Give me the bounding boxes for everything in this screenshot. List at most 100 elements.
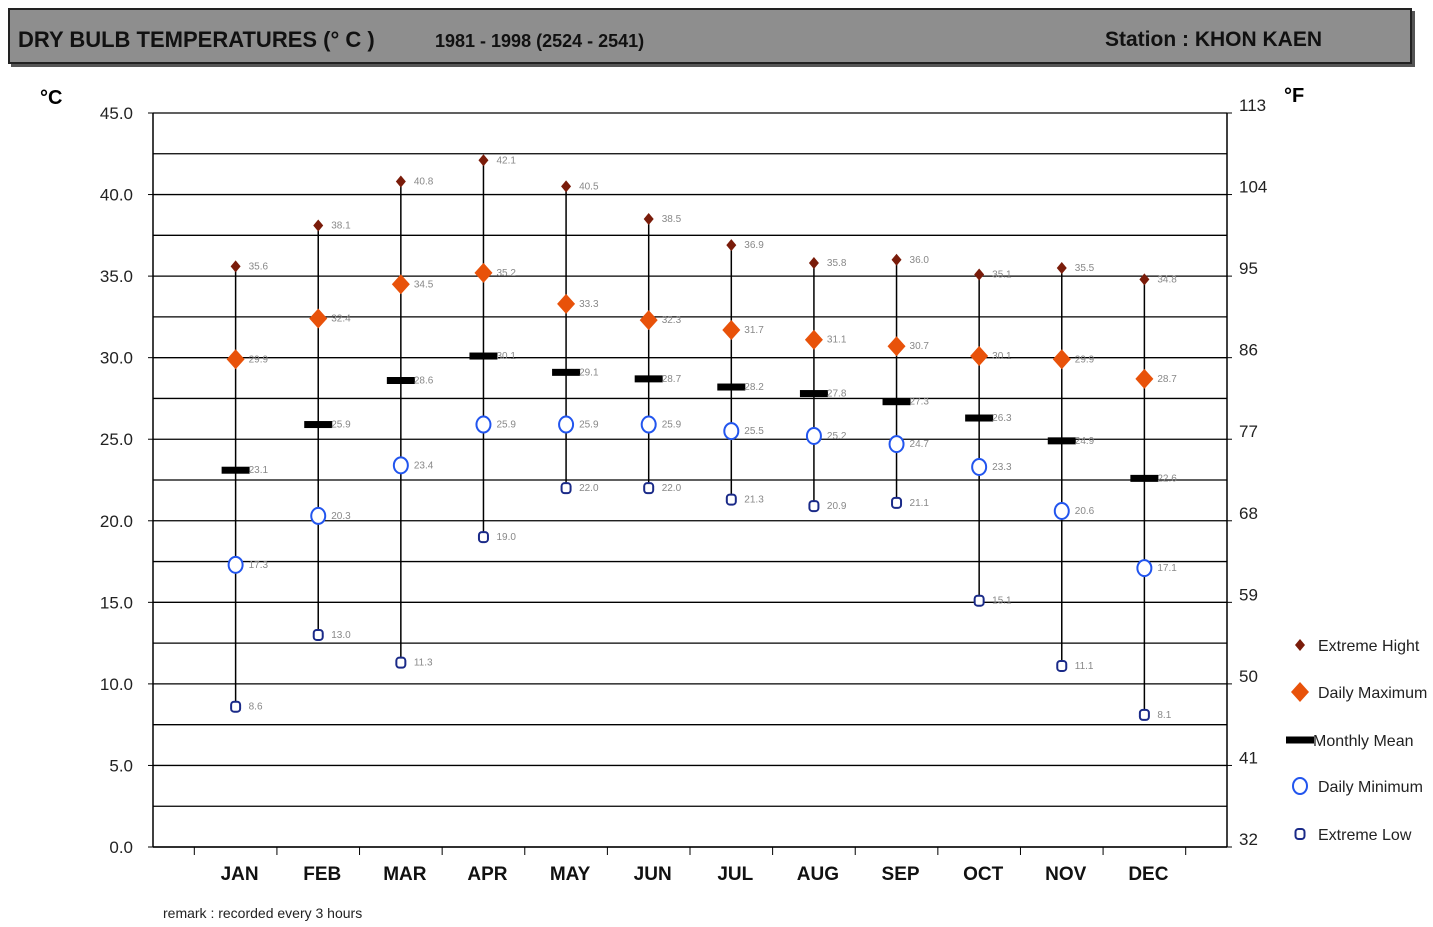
extreme-low-value-label: 22.0 xyxy=(662,483,682,494)
monthly-mean-marker xyxy=(717,383,746,391)
extreme-hight-marker xyxy=(1056,261,1067,274)
extreme-hight-value-label: 40.8 xyxy=(414,177,434,188)
legend-extreme-low-label: Extreme Low xyxy=(1318,827,1412,844)
extreme-low-marker xyxy=(477,531,489,544)
extreme-hight-marker xyxy=(808,257,819,270)
right-tick-label: 86 xyxy=(1239,341,1258,360)
monthly-mean-value-label: 25.9 xyxy=(331,420,351,431)
left-tick-label: 40.0 xyxy=(100,186,133,205)
extreme-hight-marker xyxy=(561,180,572,193)
left-tick-label: 35.0 xyxy=(100,267,133,286)
monthly-mean-marker xyxy=(304,421,333,429)
extreme-hight-marker xyxy=(726,239,737,252)
extreme-low-marker xyxy=(973,594,985,607)
daily-minimum-marker xyxy=(558,415,575,434)
extreme-low-marker xyxy=(725,493,737,506)
extreme-hight-value-label: 36.9 xyxy=(744,240,764,251)
legend-monthly-mean-label: Monthly Mean xyxy=(1313,733,1414,750)
daily-maximum-value-label: 30.1 xyxy=(992,351,1012,362)
extreme-hight-value-label: 40.5 xyxy=(579,181,599,192)
extreme-low-value-label: 21.3 xyxy=(744,495,764,506)
daily-minimum-marker xyxy=(971,457,988,476)
daily-maximum-marker xyxy=(309,308,328,329)
extreme-low-marker xyxy=(312,628,324,641)
extreme-low-value-label: 13.0 xyxy=(331,630,351,641)
daily-minimum-value-label: 25.9 xyxy=(496,420,516,431)
extreme-low-marker xyxy=(891,496,903,509)
monthly-mean-value-label: 24.9 xyxy=(1075,436,1095,447)
chart-header: DRY BULB TEMPERATURES (° C ) 1981 - 1998… xyxy=(8,8,1412,64)
monthly-mean-marker xyxy=(799,390,828,398)
month-label: JUN xyxy=(634,864,672,885)
daily-maximum-value-label: 32.3 xyxy=(662,315,682,326)
extreme-hight-value-label: 35.8 xyxy=(827,258,847,269)
left-tick-label: 10.0 xyxy=(100,675,133,694)
daily-maximum-marker xyxy=(1052,349,1071,370)
extreme-hight-marker xyxy=(974,268,985,281)
monthly-mean-value-label: 27.3 xyxy=(910,397,930,408)
legend-daily-maximum-label: Daily Maximum xyxy=(1318,685,1427,702)
left-tick-label: 0.0 xyxy=(109,838,133,857)
extreme-low-value-label: 22.0 xyxy=(579,483,599,494)
monthly-mean-value-label: 29.1 xyxy=(579,367,599,378)
daily-maximum-value-label: 32.4 xyxy=(331,314,351,325)
left-tick-label: 45.0 xyxy=(100,104,133,123)
daily-maximum-value-label: 30.7 xyxy=(910,341,930,352)
daily-maximum-marker xyxy=(474,262,493,283)
legend-extreme-hight-label: Extreme Hight xyxy=(1318,638,1420,655)
legend-extreme-hight-marker xyxy=(1295,639,1305,651)
legend-daily-maximum-marker xyxy=(1291,682,1309,702)
daily-minimum-value-label: 25.5 xyxy=(744,426,764,437)
extreme-low-value-label: 15.1 xyxy=(992,596,1012,607)
monthly-mean-value-label: 28.2 xyxy=(744,382,764,393)
monthly-mean-value-label: 28.6 xyxy=(414,376,434,387)
right-tick-label: 104 xyxy=(1239,178,1267,197)
right-tick-label: 77 xyxy=(1239,422,1258,441)
extreme-low-marker xyxy=(395,656,407,669)
daily-maximum-marker xyxy=(226,349,245,370)
monthly-mean-marker xyxy=(469,352,498,360)
legend: Extreme Hight Daily Maximum Monthly Mean Da… xyxy=(1286,638,1427,844)
daily-minimum-value-label: 23.3 xyxy=(992,462,1012,473)
chart-title: DRY BULB TEMPERATURES (° C ) xyxy=(18,27,375,52)
chart-period: 1981 - 1998 (2524 - 2541) xyxy=(435,31,645,51)
extreme-low-marker xyxy=(1056,659,1068,672)
daily-maximum-value-label: 28.7 xyxy=(1157,374,1177,385)
monthly-mean-value-label: 23.1 xyxy=(249,465,269,476)
daily-minimum-value-label: 17.3 xyxy=(249,560,269,571)
right-tick-label: 50 xyxy=(1239,667,1258,686)
monthly-mean-marker xyxy=(552,368,581,376)
monthly-mean-value-label: 28.7 xyxy=(662,374,682,385)
daily-minimum-value-label: 25.9 xyxy=(662,420,682,431)
extreme-low-marker xyxy=(1138,708,1150,721)
right-unit-label: °F xyxy=(1284,85,1304,107)
daily-minimum-value-label: 20.6 xyxy=(1075,506,1095,517)
extreme-hight-marker xyxy=(478,154,489,167)
extreme-low-value-label: 21.1 xyxy=(910,498,930,509)
daily-maximum-value-label: 34.5 xyxy=(414,279,434,290)
monthly-mean-marker xyxy=(882,398,911,406)
extreme-low-value-label: 8.6 xyxy=(249,702,263,713)
extreme-hight-value-label: 38.5 xyxy=(662,214,682,225)
month-label: JUL xyxy=(717,864,753,885)
month-label: SEP xyxy=(882,864,920,885)
daily-maximum-marker xyxy=(722,319,741,340)
monthly-mean-marker xyxy=(965,414,994,422)
extreme-low-marker xyxy=(643,482,655,495)
daily-minimum-marker xyxy=(475,415,492,434)
station-name: Station : KHON KAEN xyxy=(1105,28,1322,51)
daily-minimum-value-label: 17.1 xyxy=(1157,563,1177,574)
daily-maximum-marker xyxy=(970,346,989,367)
daily-minimum-marker xyxy=(805,426,822,445)
daily-maximum-marker xyxy=(887,336,906,357)
extreme-low-marker xyxy=(808,500,820,513)
daily-minimum-marker xyxy=(392,456,409,475)
daily-minimum-marker xyxy=(1053,501,1070,520)
month-label: JAN xyxy=(221,864,259,885)
month-label: APR xyxy=(467,864,507,885)
monthly-mean-marker xyxy=(221,466,250,474)
extreme-hight-marker xyxy=(891,253,902,266)
month-label: OCT xyxy=(963,864,1004,885)
extreme-hight-marker xyxy=(395,175,406,188)
